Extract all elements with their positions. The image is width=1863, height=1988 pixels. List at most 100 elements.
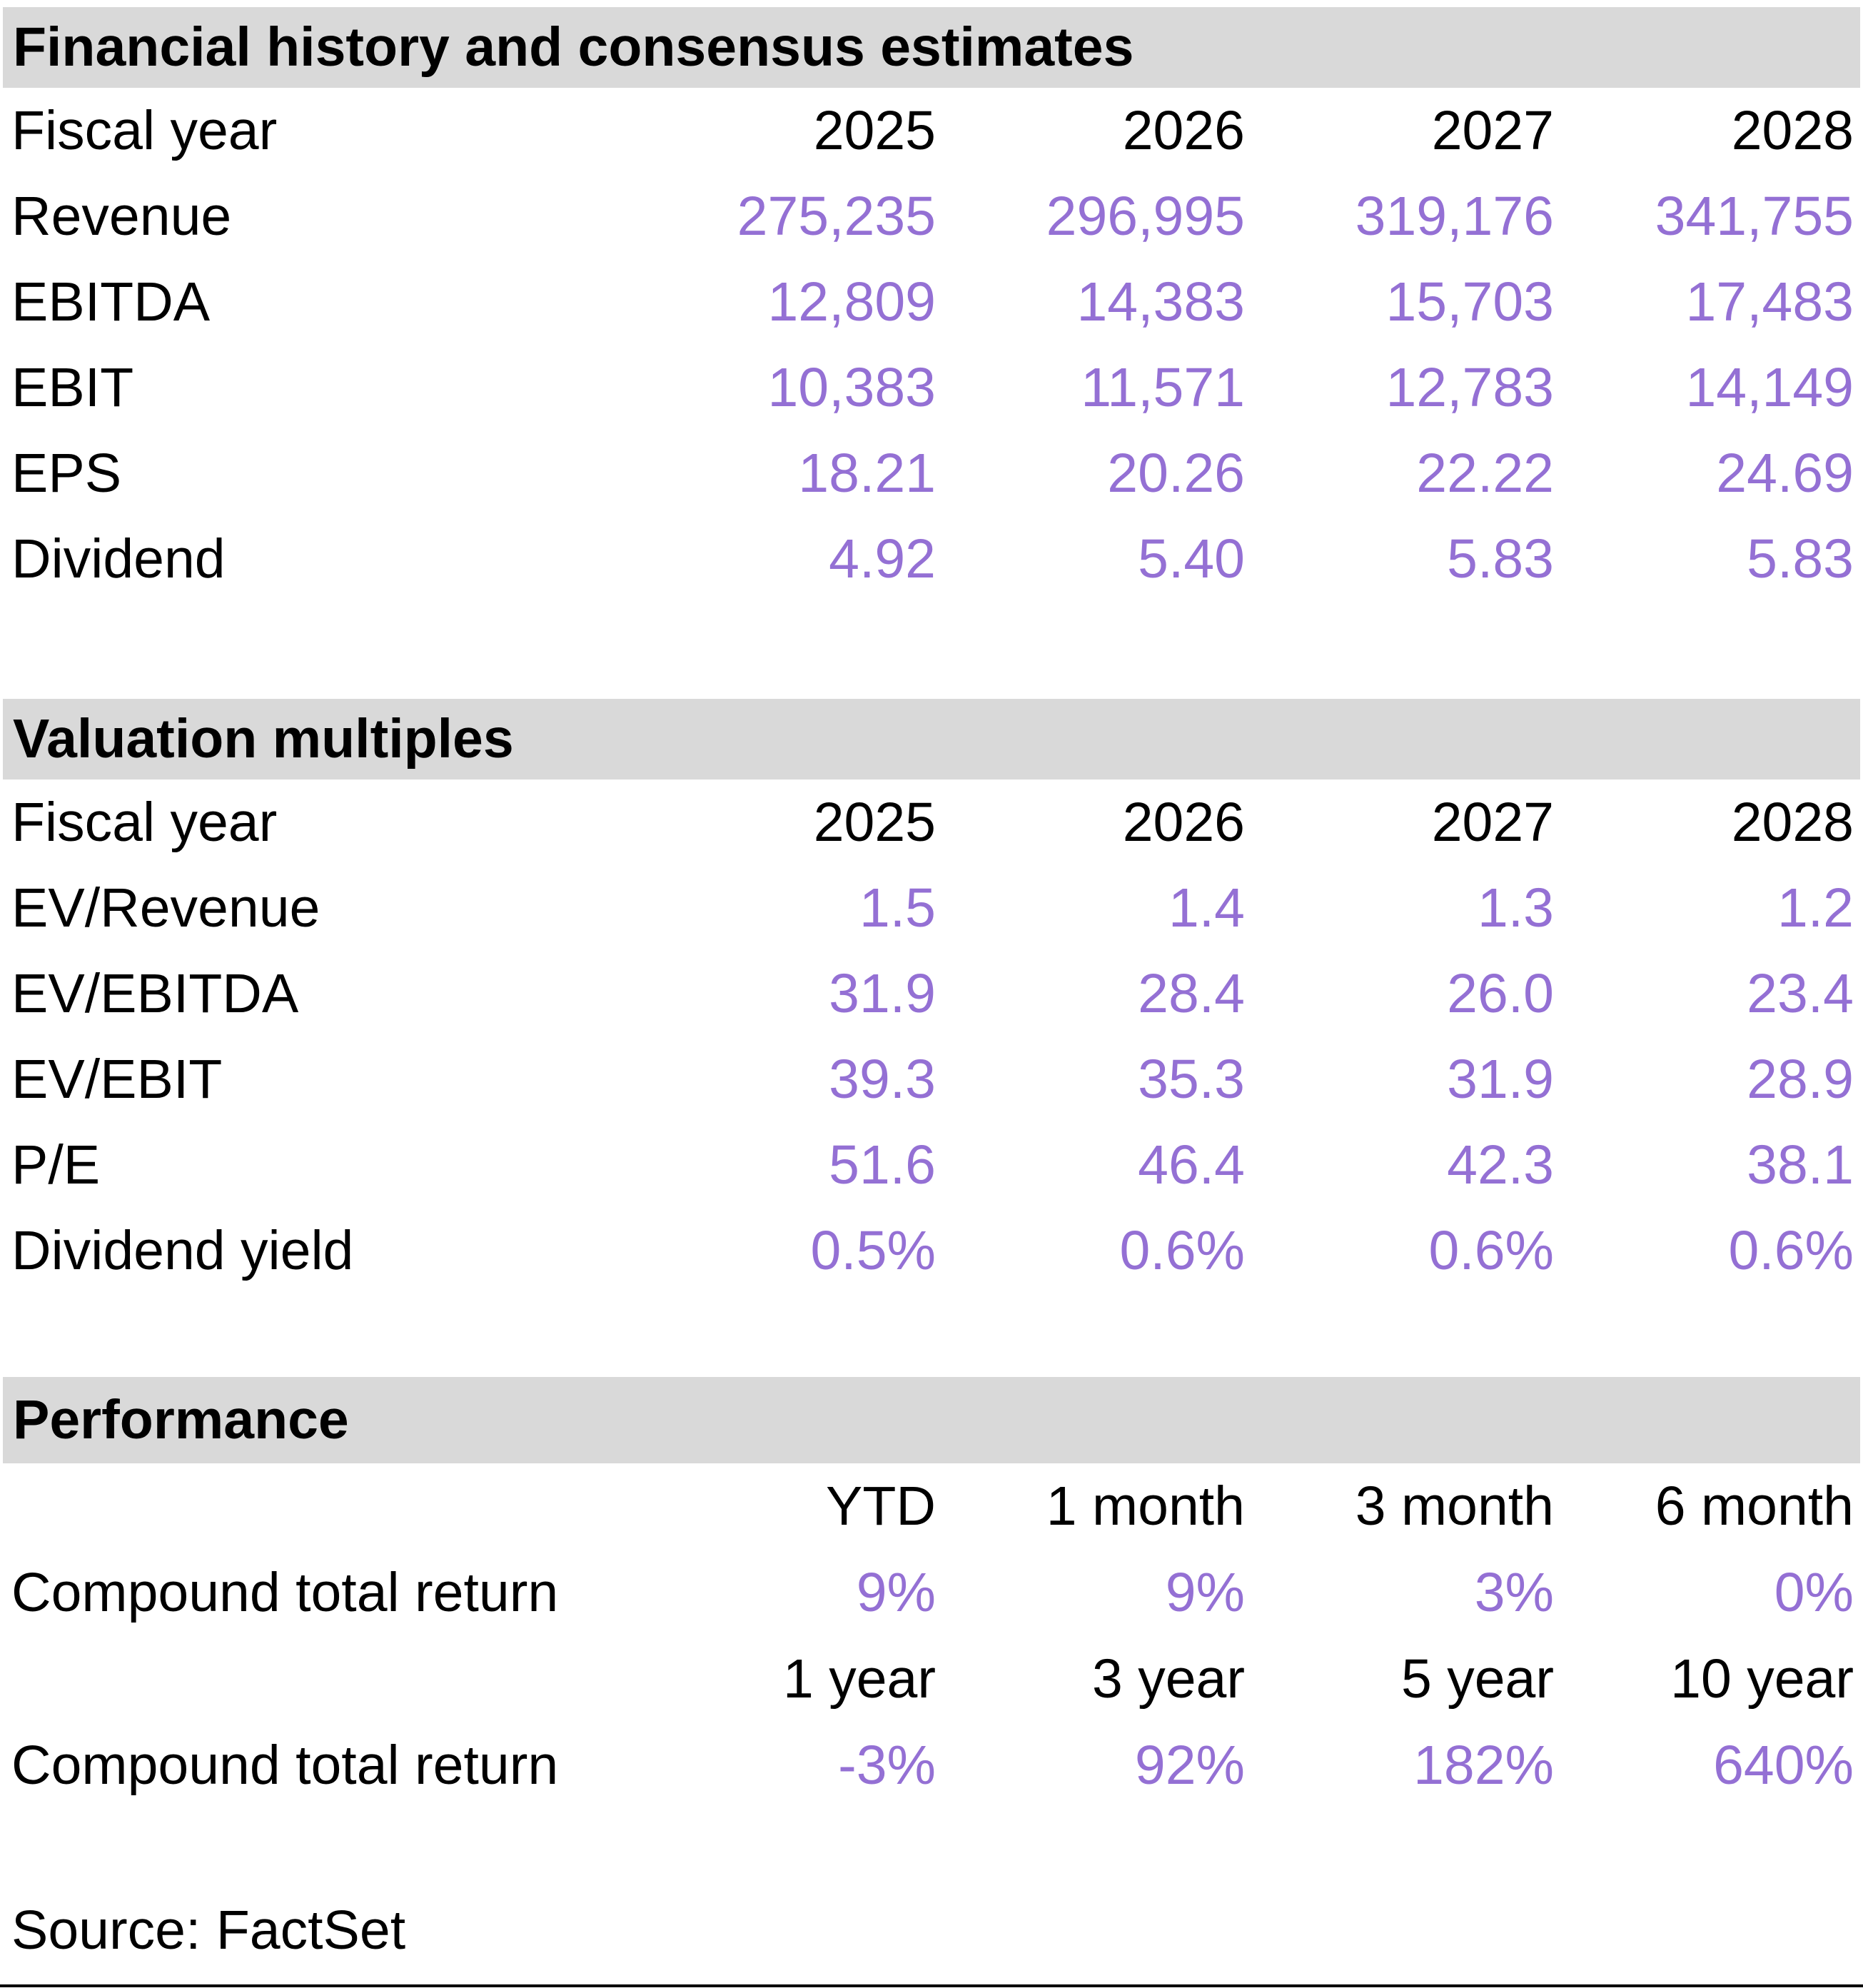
period-header: 10 year	[1670, 1648, 1854, 1710]
section-title: Valuation multiples	[13, 708, 514, 770]
table-row: Fiscal year 2025 2026 2027 2028	[0, 779, 1863, 865]
metric-label: Compound total return	[11, 1562, 559, 1623]
table-row: 1 year 3 year 5 year 10 year	[0, 1636, 1863, 1722]
table-row: P/E 51.6 46.4 42.3 38.1	[0, 1122, 1863, 1208]
period-header: 1 month	[1046, 1475, 1245, 1537]
metric-value: 4.92	[829, 528, 936, 590]
year-header: 2026	[1122, 99, 1245, 161]
metric-value: 1.4	[1168, 877, 1245, 939]
metric-value: 92%	[1134, 1735, 1245, 1796]
metric-value: 1.2	[1777, 877, 1854, 939]
table-row: YTD 1 month 3 month 6 month	[0, 1463, 1863, 1550]
metric-value: 24.69	[1716, 442, 1854, 504]
metric-value: 0.6%	[1728, 1219, 1854, 1281]
metric-value: 42.3	[1447, 1134, 1554, 1196]
table-row: Fiscal year 2025 2026 2027 2028	[0, 88, 1863, 173]
metric-value: 39.3	[829, 1048, 936, 1110]
period-header: 3 month	[1355, 1475, 1554, 1537]
table-row: Revenue 275,235 296,995 319,176 341,755	[0, 173, 1863, 259]
metric-value: 31.9	[829, 962, 936, 1024]
year-header: 2026	[1122, 791, 1245, 853]
metric-label: P/E	[11, 1134, 101, 1196]
metric-value: 0%	[1774, 1562, 1854, 1623]
metric-value: 14,149	[1685, 356, 1854, 418]
section-header-performance: Performance	[3, 1377, 1860, 1463]
table-row: EV/Revenue 1.5 1.4 1.3 1.2	[0, 865, 1863, 951]
year-header: 2025	[813, 791, 936, 853]
metric-value: 35.3	[1138, 1048, 1245, 1110]
metric-value: 9%	[856, 1562, 936, 1623]
metric-value: 1.3	[1477, 877, 1554, 939]
metric-value: 319,176	[1355, 185, 1554, 247]
metric-value: 23.4	[1747, 962, 1854, 1024]
section-title: Financial history and consensus estimate…	[13, 16, 1134, 78]
table-row: Dividend 4.92 5.40 5.83 5.83	[0, 516, 1863, 602]
metric-value: 12,809	[767, 271, 936, 333]
year-header: 2028	[1731, 791, 1854, 853]
metric-label: EBITDA	[11, 271, 211, 333]
metric-value: 46.4	[1138, 1134, 1245, 1196]
section-header-valuation: Valuation multiples	[3, 699, 1860, 779]
table-row: EV/EBIT 39.3 35.3 31.9 28.9	[0, 1036, 1863, 1122]
valuation-table: Fiscal year 2025 2026 2027 2028 EV/Reven…	[0, 779, 1863, 1293]
table-row: Compound total return 9% 9% 3% 0%	[0, 1550, 1863, 1636]
section-header-financial: Financial history and consensus estimate…	[3, 7, 1860, 88]
table-row: Dividend yield 0.5% 0.6% 0.6% 0.6%	[0, 1208, 1863, 1293]
metric-value: 51.6	[829, 1134, 936, 1196]
metric-label: Compound total return	[11, 1735, 559, 1796]
financial-table: Fiscal year 2025 2026 2027 2028 Revenue …	[0, 88, 1863, 602]
metric-value: 12,783	[1385, 356, 1554, 418]
source-note: Source: FactSet	[11, 1899, 406, 1961]
year-header: 2025	[813, 99, 936, 161]
metric-value: 9%	[1165, 1562, 1245, 1623]
metric-label: Revenue	[11, 185, 232, 247]
metric-value: 5.83	[1747, 528, 1854, 590]
metric-label: EPS	[11, 442, 122, 504]
period-header: 5 year	[1400, 1648, 1554, 1710]
period-header: 6 month	[1655, 1475, 1854, 1537]
metric-label: EV/EBITDA	[11, 962, 299, 1024]
metric-value: 296,995	[1046, 185, 1245, 247]
metric-label: EV/EBIT	[11, 1048, 223, 1110]
table-row: EPS 18.21 20.26 22.22 24.69	[0, 430, 1863, 516]
metric-value: 10,383	[767, 356, 936, 418]
table-row: Compound total return -3% 92% 182% 640%	[0, 1722, 1863, 1809]
year-header: 2028	[1731, 99, 1854, 161]
metric-value: 14,383	[1076, 271, 1245, 333]
metric-label: Dividend yield	[11, 1219, 354, 1281]
metric-value: 18.21	[798, 442, 936, 504]
year-header: 2027	[1431, 99, 1554, 161]
period-header: 1 year	[782, 1648, 936, 1710]
metric-value: 28.4	[1138, 962, 1245, 1024]
metric-value: 22.22	[1416, 442, 1554, 504]
performance-table: YTD 1 month 3 month 6 month Compound tot…	[0, 1463, 1863, 1809]
metric-value: 5.40	[1138, 528, 1245, 590]
metric-label: EBIT	[11, 356, 134, 418]
metric-value: 15,703	[1385, 271, 1554, 333]
metric-value: 275,235	[737, 185, 936, 247]
metric-value: 20.26	[1107, 442, 1245, 504]
table-row: EV/EBITDA 31.9 28.4 26.0 23.4	[0, 951, 1863, 1036]
metric-value: 5.83	[1447, 528, 1554, 590]
metric-value: 0.5%	[810, 1219, 936, 1281]
metric-value: 182%	[1413, 1735, 1554, 1796]
metric-value: 0.6%	[1428, 1219, 1554, 1281]
section-title: Performance	[13, 1389, 349, 1450]
metric-value: 0.6%	[1119, 1219, 1245, 1281]
metric-value: 26.0	[1447, 962, 1554, 1024]
metric-value: 11,571	[1081, 356, 1245, 418]
metric-value: 17,483	[1685, 271, 1854, 333]
metric-label: Fiscal year	[11, 99, 278, 161]
period-header: 3 year	[1091, 1648, 1245, 1710]
metric-value: 38.1	[1747, 1134, 1854, 1196]
year-header: 2027	[1431, 791, 1554, 853]
table-row: EBIT 10,383 11,571 12,783 14,149	[0, 345, 1863, 430]
bottom-rule	[0, 1984, 1863, 1987]
metric-value: 1.5	[859, 877, 936, 939]
table-row: EBITDA 12,809 14,383 15,703 17,483	[0, 259, 1863, 345]
empty-cell	[0, 1463, 627, 1550]
metric-value: 28.9	[1747, 1048, 1854, 1110]
metric-label: Fiscal year	[11, 791, 278, 853]
empty-cell	[0, 1636, 627, 1722]
metric-value: 341,755	[1655, 185, 1854, 247]
